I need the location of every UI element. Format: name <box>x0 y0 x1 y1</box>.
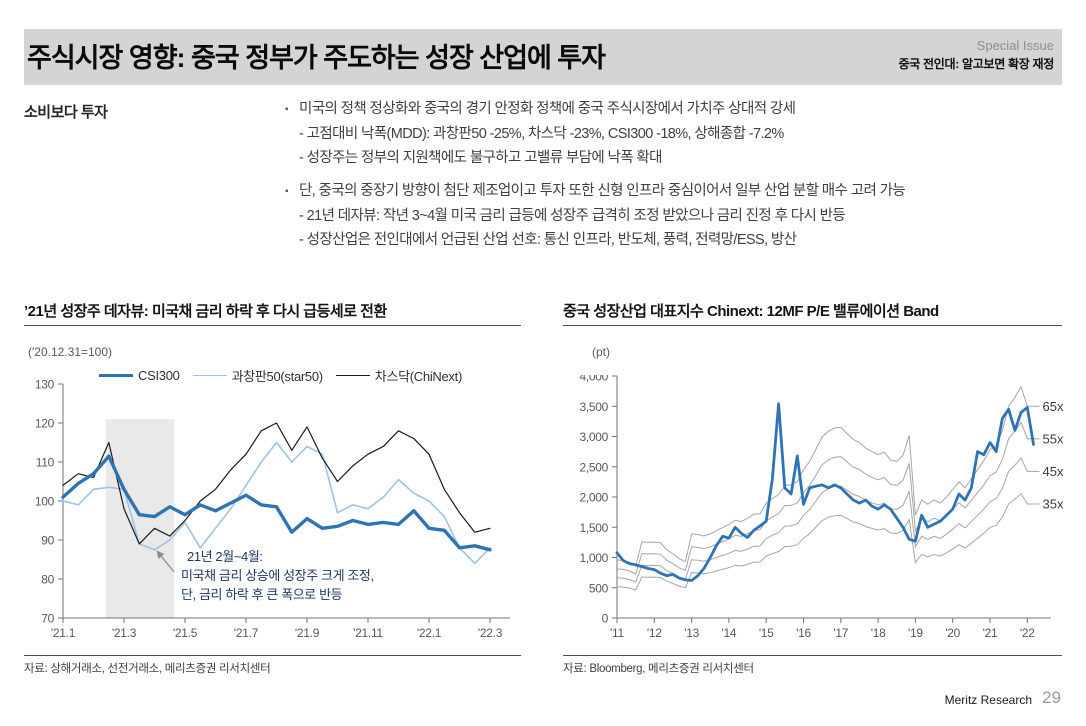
bullet-text: 단, 중국의 중장기 방향이 첨단 제조업이고 투자 또한 신형 인프라 중심이… <box>299 183 906 199</box>
bullet-subtext: - 21년 데자뷰: 작년 3~4월 미국 금리 급등에 성장주 급격히 조정 … <box>299 208 846 224</box>
bullet-subtext: - 성장주는 정부의 지원책에도 불구하고 고밸류 부담에 낙폭 확대 <box>299 150 663 166</box>
x-tick-label: '18 <box>871 626 886 640</box>
right-title-rule <box>563 325 1062 326</box>
bullet-subtext: - 성장산업은 전인대에서 언급된 산업 선호: 통신 인프라, 반도체, 풍력… <box>299 232 797 248</box>
bullet-marker: ▪ <box>285 186 289 197</box>
pe-band-65x-line <box>616 385 1034 567</box>
pe-band-label-45x: 45x <box>1043 464 1064 479</box>
y-tick-label: 2,000 <box>579 491 608 505</box>
x-tick-label: '16 <box>796 626 811 640</box>
csi300-line <box>61 454 492 552</box>
y-tick-label: 120 <box>35 417 55 431</box>
y-tick-label: 110 <box>36 456 55 470</box>
right-chart-title: 중국 성장산업 대표지수 Chinext: 12MF P/E 밸류에이션 Ban… <box>563 303 939 320</box>
x-tick-label: '22 <box>1020 626 1035 640</box>
y-tick-label: 3,500 <box>579 400 608 414</box>
section-label: 소비보다 투자 <box>24 104 108 121</box>
pe-band-55x-line <box>616 421 1034 575</box>
y-tick-label: 2,500 <box>579 460 608 474</box>
y-tick-label: 100 <box>35 495 55 509</box>
bullet-list: ▪ 미국의 정책 정상화와 중국의 경기 안정화 정책에 중국 주식시장에서 가치… <box>285 97 1080 252</box>
special-issue-label: Special Issue <box>976 38 1054 53</box>
page-number: 29 <box>1042 688 1061 707</box>
x-tick-label: '19 <box>908 626 923 640</box>
left-chart-unit: ('20.12.31=100) <box>28 345 113 359</box>
bullet-item: ▪ 단, 중국의 중장기 방향이 첨단 제조업이고 투자 또한 신형 인프라 중심… <box>285 179 1080 252</box>
x-tick-label: '14 <box>722 626 737 640</box>
pe-band-45x-line <box>616 457 1034 583</box>
pe-band-35x-line <box>616 492 1034 591</box>
x-tick-label: '15 <box>759 626 774 640</box>
x-tick-label: '20 <box>945 626 960 640</box>
pe-band-label-35x: 35x <box>1043 496 1064 511</box>
chinext-line <box>62 422 491 545</box>
y-tick-label: 130 <box>35 380 55 392</box>
y-tick-label: 1,500 <box>579 521 608 535</box>
star50-line <box>62 441 491 565</box>
legend-item-chinext: 차스닥(ChiNext) <box>335 366 462 385</box>
x-tick-label: '17 <box>833 626 848 640</box>
right-chart-unit: (pt) <box>592 345 610 359</box>
right-source-rule <box>563 655 1062 656</box>
left-source-rule <box>24 655 521 656</box>
bullet-item: ▪ 미국의 정책 정상화와 중국의 경기 안정화 정책에 중국 주식시장에서 가치… <box>285 97 1080 170</box>
issue-subtitle: 중국 전인대: 알고보면 확장 재정 <box>898 57 1055 71</box>
x-tick-label: '12 <box>647 626 662 640</box>
header-right: Special Issue 중국 전인대: 알고보면 확장 재정 <box>898 37 1055 73</box>
header-bar: 주식시장 영향: 중국 정부가 주도하는 성장 산업에 투자 Special I… <box>24 29 1062 85</box>
legend-label: CSI300 <box>138 368 180 383</box>
x-tick-label: '21.1 <box>51 626 76 640</box>
y-tick-label: 4,000 <box>579 375 608 384</box>
chinext-price-line <box>615 402 1035 582</box>
legend-item-star50: 과창판50(star50) <box>192 366 324 385</box>
x-tick-label: '21.5 <box>173 626 198 640</box>
y-tick-label: 70 <box>41 612 54 626</box>
x-tick-label: '21.9 <box>295 626 320 640</box>
y-tick-label: 80 <box>41 573 54 587</box>
y-tick-label: 500 <box>589 581 609 595</box>
left-chart-title: ’21년 성장주 데자뷰: 미국채 금리 하락 후 다시 급등세로 전환 <box>24 303 387 320</box>
x-tick-label: '21.3 <box>112 626 137 640</box>
x-tick-label: '22.3 <box>478 626 503 640</box>
x-tick-label: '11 <box>610 626 624 640</box>
left-chart-source: 자료: 상해거래소, 선전거래소, 메리츠증권 리서치센터 <box>24 663 271 675</box>
chart-annotation: 21년 2월~4월: 미국채 금리 상승에 성장주 크게 조정, 단, 금리 하… <box>181 547 374 604</box>
growth-dejavu-chart: 70 80 90 100 110 120 130 '21.1 '21.3 '21.5 '21.7 '2… <box>35 380 510 640</box>
x-tick-label: '21.7 <box>234 626 259 640</box>
left-chart-legend: CSI300 과창판50(star50) 차스닥(ChiNext) <box>99 366 462 385</box>
csi300-line-swatch <box>99 373 133 378</box>
x-tick-label: '21.11 <box>353 626 383 640</box>
highlight-region-feb-apr <box>105 419 175 618</box>
brand-label: Meritz Research <box>944 693 1032 707</box>
y-tick-label: 90 <box>41 534 54 548</box>
bullet-subtext: - 고점대비 낙폭(MDD): 과창판50 -25%, 차스닥 -23%, CS… <box>299 126 784 142</box>
annotation-line: 21년 2월~4월: <box>187 549 263 564</box>
star50-line-swatch <box>192 374 227 377</box>
x-tick-label: '13 <box>684 626 699 640</box>
page-title: 주식시장 영향: 중국 정부가 주도하는 성장 산업에 투자 <box>27 43 606 73</box>
pe-band-label-55x: 55x <box>1043 431 1064 446</box>
pe-band-label-65x: 65x <box>1043 399 1064 414</box>
y-tick-label: 0 <box>602 612 609 626</box>
legend-item-csi300: CSI300 <box>99 368 180 383</box>
left-title-rule <box>24 325 521 326</box>
bullet-text: 미국의 정책 정상화와 중국의 경기 안정화 정책에 중국 주식시장에서 가치주… <box>299 101 796 117</box>
legend-label: 과창판50(star50) <box>231 369 324 384</box>
chinext-line-swatch <box>335 374 370 377</box>
bullet-marker: ▪ <box>285 104 289 115</box>
y-tick-label: 3,000 <box>579 430 608 444</box>
x-tick-label: '21 <box>983 626 998 640</box>
y-tick-label: 1,000 <box>579 551 608 565</box>
right-chart-source: 자료: Bloomberg, 메리츠증권 리서치센터 <box>563 663 754 675</box>
annotation-line: 단, 금리 하락 후 큰 폭으로 반등 <box>181 587 343 602</box>
chinext-pe-band-chart: 0 500 1,000 1,500 2,000 2,500 3,000 3,500 4,000 '… <box>579 375 1064 640</box>
x-tick-label: '22.1 <box>417 626 442 640</box>
annotation-line: 미국채 금리 상승에 성장주 크게 조정, <box>181 568 374 583</box>
annotation-arrow <box>156 550 175 573</box>
legend-label: 차스닥(ChiNext) <box>374 369 462 384</box>
